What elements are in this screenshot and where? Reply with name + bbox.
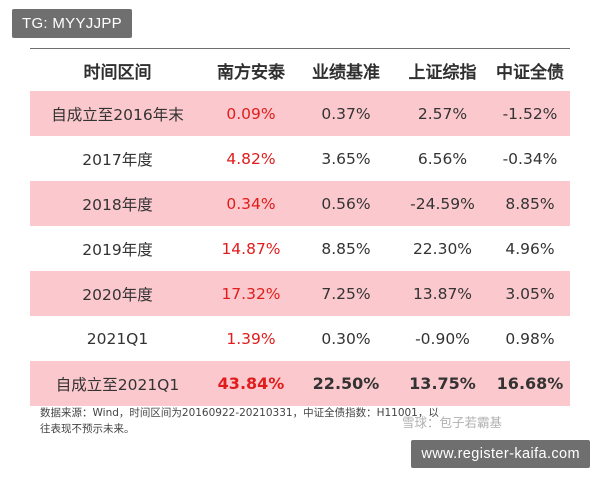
period-cell: 2020年度 bbox=[82, 285, 153, 304]
table-row: 2017年度 4.82% 3.65% 6.56% -0.34% bbox=[30, 136, 570, 181]
sse-index-cell: 13.87% bbox=[412, 284, 473, 303]
bond-index-cell: 4.96% bbox=[505, 239, 555, 258]
benchmark-cell: 0.56% bbox=[321, 194, 371, 213]
table-row: 2021Q1 1.39% 0.30% -0.90% 0.98% bbox=[30, 316, 570, 361]
site-url-label: www.register-kaifa.com bbox=[411, 440, 590, 468]
table-row: 自成立至2016年末 0.09% 0.37% 2.57% -1.52% bbox=[30, 91, 570, 136]
bond-index-cell: 3.05% bbox=[505, 284, 555, 303]
table-row-total: 自成立至2021Q1 43.84% 22.50% 13.75% 16.68% bbox=[30, 361, 570, 406]
table-row: 2018年度 0.34% 0.56% -24.59% 8.85% bbox=[30, 181, 570, 226]
footnote-line-2: 往表现不预示未来。 bbox=[40, 423, 135, 435]
sse-index-cell: -0.90% bbox=[415, 329, 470, 348]
fund-return-cell: 4.82% bbox=[226, 149, 276, 168]
period-cell: 2017年度 bbox=[82, 150, 153, 169]
returns-table: 时间区间 南方安泰 业绩基准 上证综指 中证全债 自成立至2016年末 0.09… bbox=[30, 48, 570, 406]
table-row: 2019年度 14.87% 8.85% 22.30% 4.96% bbox=[30, 226, 570, 271]
fund-return-cell: 17.32% bbox=[221, 284, 281, 303]
benchmark-cell: 0.37% bbox=[321, 104, 371, 123]
fund-return-cell: 0.09% bbox=[226, 104, 276, 123]
header-period: 时间区间 bbox=[83, 62, 152, 83]
sse-index-cell: 22.30% bbox=[412, 239, 473, 258]
sse-index-cell: -24.59% bbox=[410, 194, 475, 213]
table-row: 2020年度 17.32% 7.25% 13.87% 3.05% bbox=[30, 271, 570, 316]
bond-index-cell: -0.34% bbox=[502, 149, 558, 168]
period-cell: 2018年度 bbox=[82, 195, 153, 214]
benchmark-cell: 3.65% bbox=[321, 149, 371, 168]
benchmark-cell: 8.85% bbox=[321, 239, 371, 258]
period-cell: 2019年度 bbox=[82, 240, 153, 259]
period-cell: 2021Q1 bbox=[86, 329, 149, 348]
fund-return-cell: 1.39% bbox=[226, 329, 276, 348]
fund-return-cell: 43.84% bbox=[217, 374, 285, 393]
footnote-line-1: 数据来源：Wind，时间区间为20160922-20210331，中证全债指数：… bbox=[40, 407, 439, 419]
header-fund: 南方安泰 bbox=[217, 62, 285, 83]
table-header-row: 时间区间 南方安泰 业绩基准 上证综指 中证全债 bbox=[30, 49, 570, 91]
sse-index-cell: 13.75% bbox=[409, 374, 476, 393]
bond-index-cell: 16.68% bbox=[496, 374, 564, 393]
watermark-text: 雪球：包子若霸基 bbox=[402, 415, 503, 430]
benchmark-cell: 0.30% bbox=[321, 329, 371, 348]
fund-return-cell: 0.34% bbox=[226, 194, 276, 213]
bond-index-cell: 0.98% bbox=[505, 329, 555, 348]
period-cell: 自成立至2016年末 bbox=[51, 105, 184, 124]
benchmark-cell: 22.50% bbox=[312, 374, 380, 393]
bond-index-cell: 8.85% bbox=[505, 194, 555, 213]
sse-index-cell: 6.56% bbox=[417, 149, 468, 168]
tg-label: TG: MYYJJPP bbox=[12, 9, 132, 38]
header-bond-index: 中证全债 bbox=[496, 62, 564, 83]
header-benchmark: 业绩基准 bbox=[312, 62, 380, 83]
fund-return-cell: 14.87% bbox=[221, 239, 281, 258]
bond-index-cell: -1.52% bbox=[502, 104, 558, 123]
benchmark-cell: 7.25% bbox=[321, 284, 371, 303]
header-sse-index: 上证综指 bbox=[408, 62, 477, 83]
data-source-footnote: 数据来源：Wind，时间区间为20160922-20210331，中证全债指数：… bbox=[40, 405, 570, 437]
period-cell: 自成立至2021Q1 bbox=[55, 375, 180, 394]
sse-index-cell: 2.57% bbox=[417, 104, 468, 123]
